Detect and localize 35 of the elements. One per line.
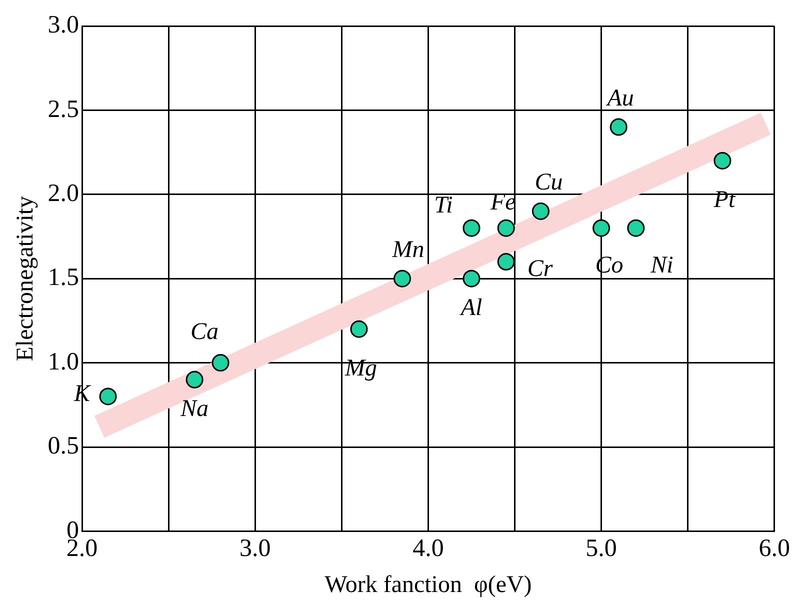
point [212,354,230,372]
y-tick-label: 0.5 [48,432,80,460]
annotation: Mn [391,236,424,263]
annotation: Cu [534,170,563,196]
annotation: Na [180,396,209,422]
point [714,152,732,170]
x-axis-title: Work fanction φ(eV) [324,572,532,598]
point [592,219,610,237]
point [99,388,117,406]
point [532,202,550,220]
y-axis-title: Electronegativity [12,196,39,362]
y-tick-label: 1.5 [48,264,80,292]
x-tick-label: 5.0 [586,534,617,562]
point [497,253,515,271]
annotation: Cr [527,256,554,282]
point [627,219,645,237]
point [462,270,480,288]
y-tick-label: 2.0 [48,180,80,207]
point [610,118,628,136]
annotation: Au [605,85,634,112]
x-tick-label: 4.0 [412,534,444,562]
annotation: Ca [190,319,219,346]
x-tick-label: 3.0 [240,534,271,562]
point [462,219,480,237]
y-tick-label: 3.0 [48,12,80,39]
point [186,370,204,388]
x-tick-label: 6.0 [758,534,790,562]
point [394,270,411,288]
point [350,320,368,338]
annotation: Al [458,294,482,321]
annotation: Ti [434,192,453,218]
y-tick-label: 2.5 [48,96,80,123]
point [497,219,515,237]
annotation: Ni [650,252,674,278]
y-tick-label: 1.0 [48,348,80,376]
